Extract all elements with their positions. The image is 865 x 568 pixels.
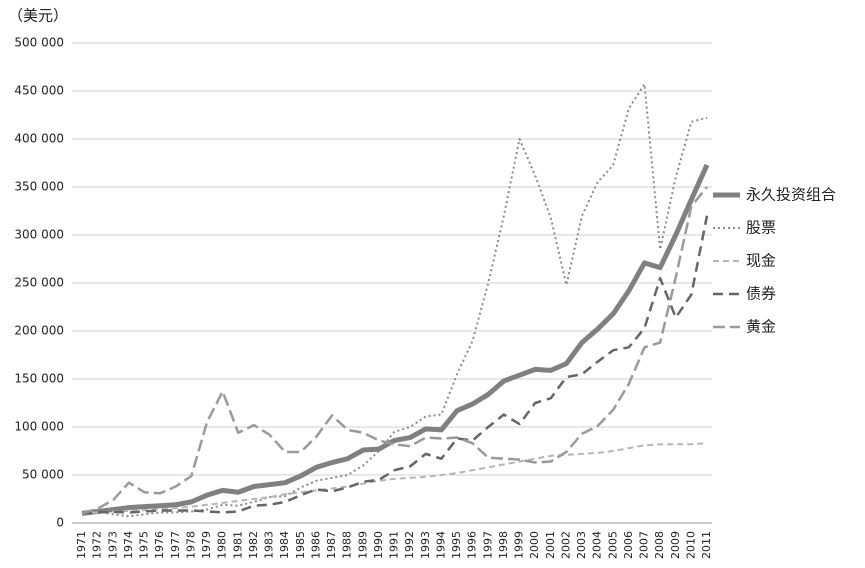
x-tick-label: 1974 <box>122 531 135 559</box>
x-tick-label: 1988 <box>341 531 354 559</box>
x-tick-label: 2004 <box>591 531 604 559</box>
x-tick-label: 1991 <box>388 531 401 559</box>
x-tick-label: 2010 <box>684 531 697 559</box>
y-tick-label: 100 000 <box>14 420 64 434</box>
x-tick-label: 2001 <box>544 531 557 559</box>
y-tick-label: 500 000 <box>14 36 64 50</box>
y-tick-label: 400 000 <box>14 132 64 146</box>
legend-label: 现金 <box>746 252 776 270</box>
x-tick-label: 2007 <box>638 531 651 559</box>
legend-label: 黄金 <box>746 318 776 336</box>
x-tick-label: 1982 <box>247 531 260 559</box>
x-tick-label: 1978 <box>184 531 197 559</box>
y-axis-label: （美元） <box>8 7 68 25</box>
x-tick-label: 2011 <box>700 531 713 559</box>
x-tick-label: 1989 <box>356 531 369 559</box>
x-tick-label: 1983 <box>263 531 276 559</box>
y-tick-label: 350 000 <box>14 180 64 194</box>
x-tick-label: 2009 <box>669 531 682 559</box>
x-tick-label: 1985 <box>294 531 307 559</box>
x-tick-label: 1981 <box>231 531 244 559</box>
series-line <box>81 442 708 515</box>
x-tick-label: 1990 <box>372 531 385 559</box>
x-tick-label: 1971 <box>75 531 88 559</box>
x-tick-label: 1972 <box>91 531 104 559</box>
series-line <box>81 215 709 515</box>
x-tick-label: 1977 <box>169 531 182 559</box>
x-tick-label: 1976 <box>153 531 166 559</box>
x-tick-label: 1998 <box>497 531 510 559</box>
x-tick-label: 1986 <box>309 531 322 559</box>
y-tick-label: 200 000 <box>14 324 64 338</box>
x-tick-label: 1973 <box>106 531 119 559</box>
x-tick-label: 2008 <box>653 531 666 559</box>
x-tick-label: 1979 <box>200 531 213 559</box>
x-tick-label: 1993 <box>419 531 432 559</box>
y-tick-label: 250 000 <box>14 276 64 290</box>
legend-label: 永久投资组合 <box>746 186 836 204</box>
y-tick-label: 450 000 <box>14 84 64 98</box>
y-tick-label: 0 <box>56 516 64 530</box>
x-tick-label: 1995 <box>450 531 463 559</box>
x-tick-label: 1984 <box>278 531 291 559</box>
x-tick-label: 2002 <box>559 531 572 559</box>
x-tick-label: 2006 <box>622 531 635 559</box>
y-tick-label: 300 000 <box>14 228 64 242</box>
x-tick-label: 1996 <box>466 531 479 559</box>
series-line <box>81 186 708 515</box>
x-tick-label: 1997 <box>481 531 494 559</box>
x-tick-label: 1994 <box>434 531 447 559</box>
x-tick-label: 2000 <box>528 531 541 559</box>
legend-label: 债券 <box>746 285 776 303</box>
y-tick-label: 50 000 <box>22 468 64 482</box>
y-tick-label: 150 000 <box>14 372 64 386</box>
series-line <box>81 163 710 516</box>
x-tick-label: 2003 <box>575 531 588 559</box>
x-tick-label: 1975 <box>138 531 151 559</box>
x-tick-label: 1992 <box>403 531 416 559</box>
x-tick-label: 2005 <box>606 531 619 559</box>
series-line <box>81 83 708 518</box>
x-tick-label: 1999 <box>513 531 526 559</box>
x-tick-label: 1980 <box>216 531 229 559</box>
legend-label: 股票 <box>746 219 776 237</box>
x-tick-label: 1987 <box>325 531 338 559</box>
